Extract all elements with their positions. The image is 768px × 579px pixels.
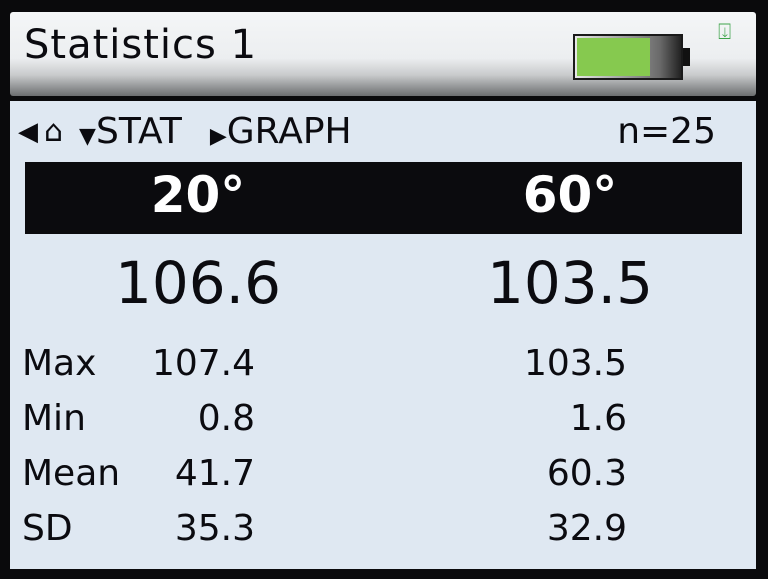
stat-label: SD bbox=[22, 508, 73, 549]
battery-tip bbox=[683, 48, 690, 66]
stat-value-60: 1.6 bbox=[569, 398, 627, 439]
stat-row-min: Min 0.8 1.6 bbox=[22, 398, 742, 450]
battery-fill bbox=[577, 38, 650, 76]
stat-label: STAT bbox=[95, 111, 182, 152]
stat-row-sd: SD 35.3 32.9 bbox=[22, 508, 742, 560]
home-icon[interactable]: ⌂ bbox=[44, 114, 64, 149]
angle-header: 20° 60° bbox=[25, 162, 742, 234]
graph-label: GRAPH bbox=[226, 111, 352, 152]
value-20: 106.6 bbox=[114, 249, 282, 317]
stat-label: Min bbox=[22, 398, 86, 439]
graph-tab[interactable]: ▶GRAPH bbox=[210, 111, 352, 152]
value-60: 103.5 bbox=[486, 249, 654, 317]
sample-count: n=25 bbox=[617, 111, 716, 152]
stat-value-20: 0.8 bbox=[197, 398, 255, 439]
stat-value-60: 103.5 bbox=[523, 343, 627, 384]
stat-value-20: 107.4 bbox=[151, 343, 255, 384]
battery-icon bbox=[573, 34, 690, 80]
triangle-right-icon: ▶ bbox=[209, 124, 227, 149]
angle-20: 20° bbox=[150, 166, 246, 224]
stat-row-max: Max 107.4 103.5 bbox=[22, 343, 742, 395]
title-bar: Statistics 1 ⍗ bbox=[10, 12, 756, 96]
angle-60: 60° bbox=[522, 166, 618, 224]
stat-value-60: 60.3 bbox=[546, 453, 627, 494]
stat-tab[interactable]: ▼STAT bbox=[79, 111, 182, 152]
stat-label: Mean bbox=[22, 453, 121, 494]
triangle-down-icon: ▼ bbox=[79, 124, 96, 149]
nav-bar: ◀ ⌂ ▼STAT ▶GRAPH bbox=[18, 111, 352, 152]
stat-value-20: 35.3 bbox=[174, 508, 255, 549]
stat-row-mean: Mean 41.7 60.3 bbox=[22, 453, 742, 505]
stat-value-20: 41.7 bbox=[174, 453, 255, 494]
stat-label: Max bbox=[22, 343, 97, 384]
screen-title: Statistics 1 bbox=[24, 22, 258, 68]
stat-value-60: 32.9 bbox=[546, 508, 627, 549]
triangle-left-icon[interactable]: ◀ bbox=[18, 116, 38, 147]
usb-connection-icon: ⍗ bbox=[718, 20, 732, 45]
statistics-panel: ◀ ⌂ ▼STAT ▶GRAPH n=25 20° 60° 106.6 103.… bbox=[10, 101, 756, 569]
